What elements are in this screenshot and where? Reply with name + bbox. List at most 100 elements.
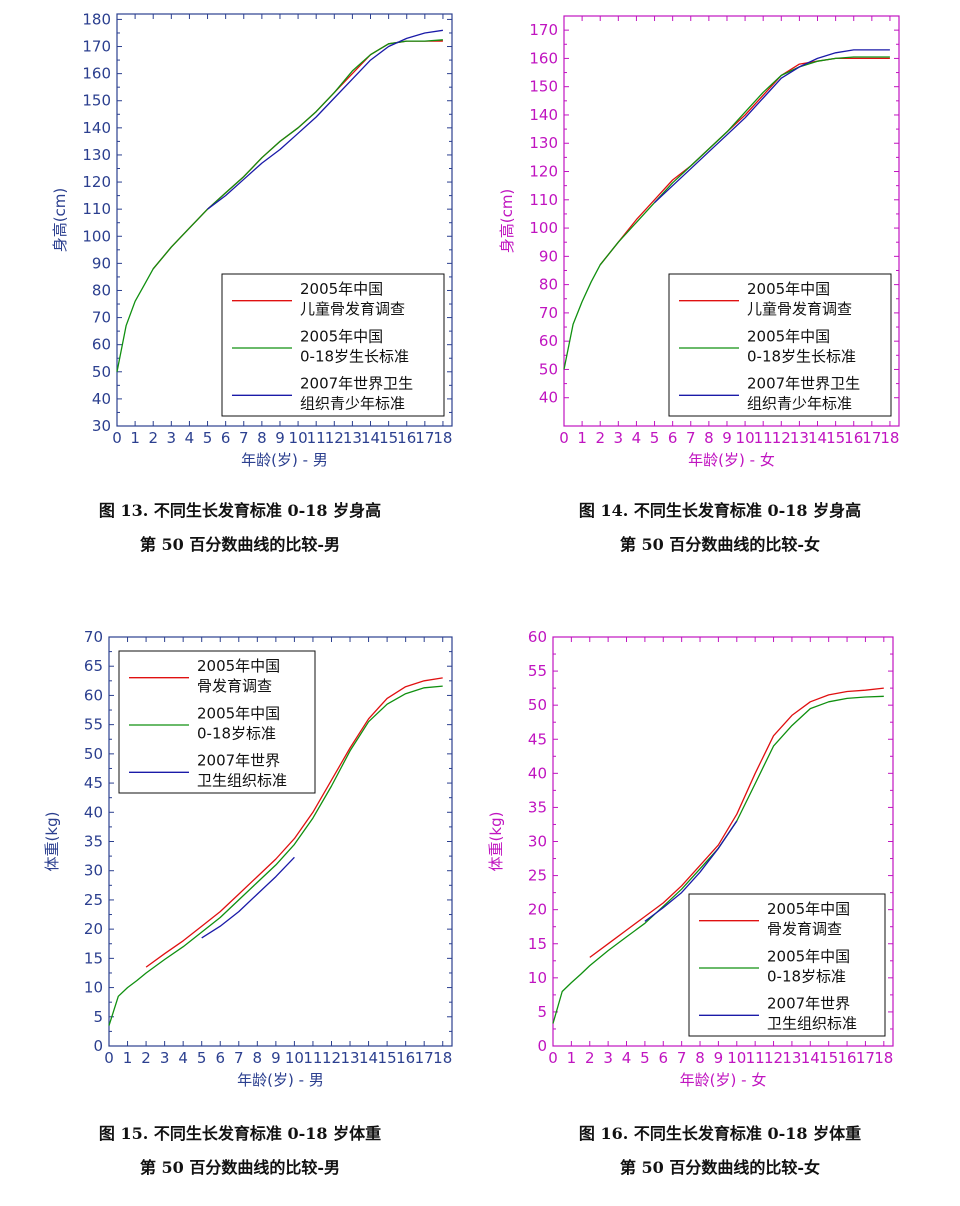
legend-label: 0-18岁生长标准 — [747, 347, 856, 365]
x-tick-label: 12 — [325, 429, 344, 447]
legend-label: 2005年中国 — [197, 704, 280, 722]
x-tick-label: 4 — [622, 1049, 632, 1067]
y-tick-label: 70 — [84, 628, 103, 646]
y-tick-label: 60 — [92, 336, 111, 354]
x-tick-label: 17 — [856, 1049, 875, 1067]
y-tick-label: 90 — [92, 254, 111, 272]
x-tick-label: 13 — [343, 429, 362, 447]
y-tick-label: 50 — [528, 696, 547, 714]
y-tick-label: 40 — [92, 390, 111, 408]
x-tick-label: 16 — [844, 429, 863, 447]
legend-label: 组织青少年标准 — [300, 395, 405, 413]
x-tick-label: 10 — [727, 1049, 746, 1067]
x-tick-label: 3 — [167, 429, 177, 447]
legend-label: 2005年中国 — [300, 280, 383, 298]
legend-label: 2007年世界 — [767, 995, 850, 1013]
y-tick-label: 65 — [84, 657, 103, 675]
y-tick-label: 100 — [529, 219, 558, 237]
x-tick-label: 18 — [433, 429, 452, 447]
x-tick-label: 17 — [862, 429, 881, 447]
plot-frame — [116, 13, 453, 427]
x-tick-label: 8 — [253, 1049, 263, 1067]
chart-panel-14: 40 50 60 70 80 90 100 110 120 130 140 150 160 170 0 1 2 3… — [480, 0, 960, 603]
x-tick-label: 1 — [123, 1049, 133, 1067]
legend-label: 骨发育调查 — [767, 920, 842, 938]
legend-label: 0-18岁生长标准 — [300, 347, 409, 365]
y-axis-label: 体重(kg) — [487, 812, 505, 872]
legend-label: 2005年中国 — [300, 327, 383, 345]
x-tick-label: 2 — [148, 429, 158, 447]
chart-panel-16: 0 5 10 15 20 25 30 35 40 45 50 55 60 0 1 2 3 4 5 6 7 8 9 10 11 12… — [480, 603, 960, 1206]
legend-label: 儿童骨发育调查 — [300, 300, 405, 318]
series-line-3 — [201, 856, 295, 939]
x-tick-label: 13 — [782, 1049, 801, 1067]
y-tick-label: 50 — [92, 363, 111, 381]
series-line-2 — [563, 56, 890, 370]
legend-label: 卫生组织标准 — [197, 772, 287, 790]
x-tick-label: 5 — [650, 429, 660, 447]
x-tick-label: 15 — [826, 429, 845, 447]
y-tick-label: 45 — [528, 730, 547, 748]
y-tick-label: 180 — [82, 10, 111, 28]
legend-label: 2005年中国 — [747, 280, 830, 298]
legend-label: 2007年世界 — [197, 752, 280, 770]
x-tick-label: 16 — [397, 429, 416, 447]
caption-line1: 图 15. 不同生长发育标准 0-18 岁体重 — [98, 1124, 382, 1143]
x-tick-label: 6 — [221, 429, 231, 447]
y-tick-label: 30 — [528, 833, 547, 851]
y-tick-label: 70 — [92, 309, 111, 327]
y-tick-label: 45 — [84, 774, 103, 792]
x-tick-label: 11 — [307, 429, 326, 447]
x-tick-label: 1 — [567, 1049, 577, 1067]
x-tick-label: 8 — [704, 429, 714, 447]
x-tick-label: 2 — [141, 1049, 151, 1067]
x-tick-label: 14 — [359, 1049, 378, 1067]
x-tick-label: 3 — [603, 1049, 613, 1067]
x-tick-label: 13 — [790, 429, 809, 447]
y-tick-label: 160 — [82, 65, 111, 83]
x-tick-label: 5 — [197, 1049, 207, 1067]
series-line-2 — [108, 685, 443, 1026]
series-line-3 — [207, 29, 443, 210]
y-tick-label: 0 — [537, 1037, 547, 1055]
x-tick-label: 7 — [686, 429, 696, 447]
series-line-2 — [116, 39, 443, 372]
legend-label: 2005年中国 — [747, 327, 830, 345]
y-tick-label: 170 — [529, 21, 558, 39]
x-tick-label: 15 — [819, 1049, 838, 1067]
y-tick-label: 10 — [84, 979, 103, 997]
x-tick-label: 9 — [275, 429, 285, 447]
x-tick-label: 6 — [215, 1049, 225, 1067]
x-tick-label: 6 — [668, 429, 678, 447]
x-tick-label: 18 — [874, 1049, 893, 1067]
caption-line2: 第 50 百分数曲线的比较-女 — [619, 535, 821, 554]
x-tick-label: 11 — [303, 1049, 322, 1067]
y-tick-label: 0 — [93, 1037, 103, 1055]
y-tick-label: 20 — [84, 920, 103, 938]
caption-line2: 第 50 百分数曲线的比较-女 — [619, 1158, 821, 1177]
legend-label: 组织青少年标准 — [747, 395, 852, 413]
y-tick-label: 40 — [539, 389, 558, 407]
y-tick-label: 40 — [528, 764, 547, 782]
y-tick-label: 110 — [82, 200, 111, 218]
y-tick-label: 55 — [528, 662, 547, 680]
caption-line2: 第 50 百分数曲线的比较-男 — [139, 1158, 341, 1177]
x-tick-label: 2 — [585, 1049, 595, 1067]
y-tick-label: 110 — [529, 191, 558, 209]
legend-box — [118, 650, 316, 794]
y-tick-label: 70 — [539, 304, 558, 322]
plot-frame — [563, 15, 900, 427]
x-tick-label: 11 — [754, 429, 773, 447]
y-tick-label: 25 — [528, 867, 547, 885]
y-tick-label: 80 — [92, 281, 111, 299]
x-tick-label: 8 — [695, 1049, 705, 1067]
y-tick-label: 60 — [84, 686, 103, 704]
caption-line1: 图 14. 不同生长发育标准 0-18 岁身高 — [578, 501, 862, 520]
series-line-3 — [644, 820, 738, 922]
y-tick-label: 140 — [529, 106, 558, 124]
x-tick-label: 15 — [379, 429, 398, 447]
y-tick-label: 130 — [82, 146, 111, 164]
